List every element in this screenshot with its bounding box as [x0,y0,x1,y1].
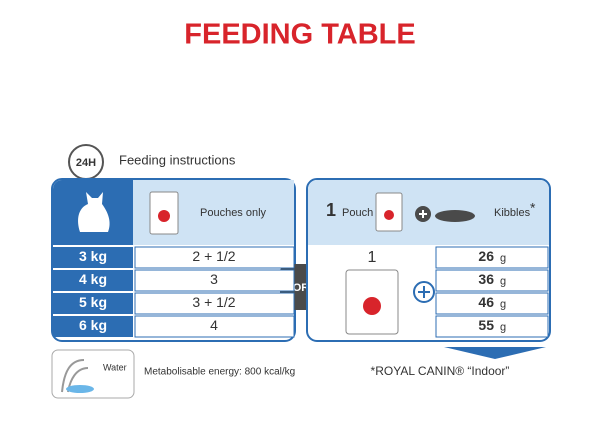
weight: 6 kg [79,317,107,333]
pouches: 3 + 1/2 [192,294,235,310]
badge-text: 24H [76,157,96,169]
weight-cell [53,270,133,291]
weight-cell [53,316,133,337]
water-bowl [66,385,94,393]
kibble-unit: g [500,252,506,264]
big-pouch-logo [363,297,381,315]
kibble-amount: 26 [478,248,494,264]
kibble-cell [435,315,549,338]
plus-sign [418,286,430,298]
water-label: Water [103,362,127,372]
or-text: OR [293,282,310,294]
kibble-cell [435,292,549,315]
weight-cell [53,293,133,314]
pouch-cell [134,315,295,338]
pouch-cell [134,269,295,292]
title: FEEDING TABLE [184,19,415,51]
header-plus-sign [419,210,427,218]
header-pouch-logo [384,210,394,220]
kibble-amount: 46 [478,294,494,310]
weight: 3 kg [79,248,107,264]
kibble-amount: 36 [478,271,494,287]
pouch-cell [134,246,295,269]
pouch-count: 1 [368,249,377,266]
kibble-amount: 55 [478,317,494,333]
kibble-arrow [444,347,546,359]
pouches: 2 + 1/2 [192,248,235,264]
instructions-label: Feeding instructions [119,152,236,167]
header-note: * [530,200,536,216]
cat-icon [78,192,110,232]
product-text: *ROYAL CANIN® “Indoor” [371,364,510,378]
header-kibbles: Kibbles [494,207,531,219]
weight-cell [53,247,133,268]
pouches: 3 [210,271,218,287]
pouch-logo [158,210,170,222]
weight: 5 kg [79,294,107,310]
pouches: 4 [210,317,218,333]
water-box [51,349,135,399]
left-header-text: Pouches only [200,207,267,219]
bowl-icon [435,210,475,222]
kibble-unit: g [500,298,506,310]
kibble-unit: g [500,321,506,333]
header-pouch: Pouch [342,207,373,219]
weight: 4 kg [79,271,107,287]
pouch-cell [134,292,295,315]
kibble-unit: g [500,275,506,287]
kibble-cell [435,246,549,269]
header-count: 1 [326,200,336,220]
energy-text: Metabolisable energy: 800 kcal/kg [144,367,295,378]
kibble-cell [435,269,549,292]
